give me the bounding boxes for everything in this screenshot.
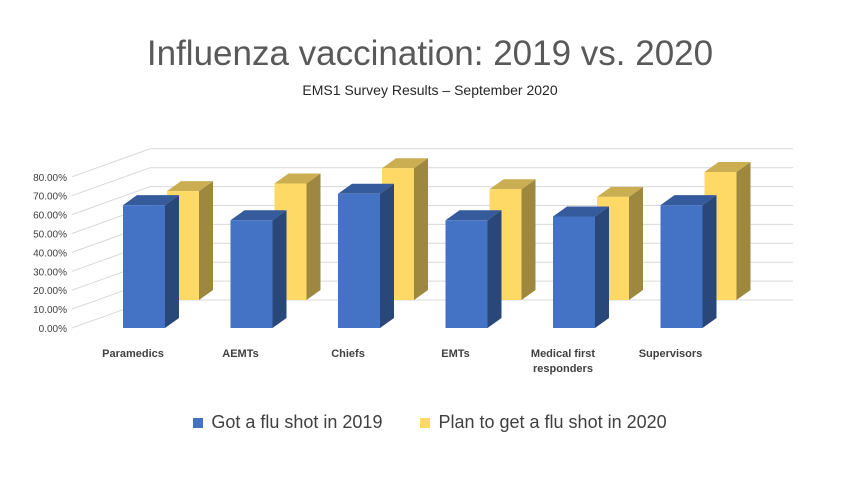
- y-tick-label: 30.00%: [33, 267, 67, 278]
- gridline: [71, 186, 793, 216]
- y-tick-label: 0.00%: [39, 324, 67, 335]
- legend-swatch-2020: [420, 417, 431, 428]
- bar-2019: [553, 206, 609, 328]
- chart-subtitle: EMS1 Survey Results – September 2020: [302, 82, 558, 98]
- legend-item-2020: Plan to get a flu shot in 2020: [420, 412, 667, 433]
- category-label: Chiefs: [331, 348, 365, 360]
- bar-2019: [230, 210, 287, 328]
- category-labels: Paramedics AEMTs Chiefs EMTs Medical first re…: [102, 348, 702, 375]
- bar-2019: [445, 210, 502, 328]
- bar-2019: [123, 195, 179, 328]
- category-label: Paramedics: [102, 348, 164, 360]
- y-tick-label: 60.00%: [33, 211, 67, 222]
- bars-layer: [123, 158, 751, 328]
- y-tick-label: 70.00%: [33, 192, 67, 203]
- y-tick-label: 20.00%: [33, 286, 67, 297]
- category-label: EMTs: [441, 348, 470, 360]
- category-label: AEMTs: [222, 348, 258, 360]
- legend: Got a flu shot in 2019 Plan to get a flu…: [0, 412, 860, 433]
- category-label: Medical first responders: [531, 348, 596, 375]
- legend-label-2019: Got a flu shot in 2019: [211, 412, 383, 432]
- y-tick-label: 10.00%: [33, 305, 67, 316]
- bar-2019: [338, 183, 394, 328]
- chart-title: Influenza vaccination: 2019 vs. 2020: [146, 34, 714, 73]
- legend-swatch-2019: [193, 417, 204, 428]
- bar-2019: [660, 195, 717, 328]
- y-axis-ticks: 0.00% 10.00% 20.00% 30.00% 40.00% 50.00% 60.00…: [33, 173, 67, 335]
- y-tick-label: 80.00%: [33, 173, 67, 184]
- legend-label-2020: Plan to get a flu shot in 2020: [438, 412, 667, 432]
- category-label: Supervisors: [639, 348, 703, 360]
- legend-item-2019: Got a flu shot in 2019: [193, 412, 382, 433]
- gridline: [71, 148, 793, 178]
- y-tick-label: 50.00%: [33, 230, 67, 241]
- y-tick-label: 40.00%: [33, 248, 67, 259]
- gridline: [71, 167, 793, 197]
